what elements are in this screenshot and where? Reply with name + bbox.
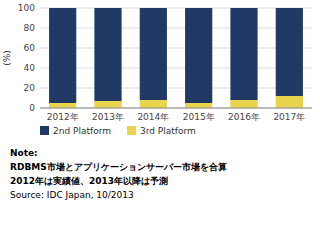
grid-line bbox=[40, 88, 312, 89]
bar bbox=[49, 103, 76, 108]
grid-line bbox=[40, 8, 312, 9]
y-tick-label: 60 bbox=[24, 43, 36, 53]
y-tick-label: 100 bbox=[18, 3, 35, 13]
y-tick-label: 40 bbox=[24, 63, 36, 73]
x-axis bbox=[40, 108, 312, 109]
y-axis-label: (%) bbox=[2, 50, 12, 66]
y-tick-label: 80 bbox=[24, 23, 36, 33]
legend-swatch bbox=[127, 126, 136, 135]
bar bbox=[230, 100, 257, 108]
y-tick-label: 20 bbox=[24, 83, 36, 93]
bar bbox=[185, 8, 212, 103]
note: RDBMS市場とアプリケーションサーバー市場を合算 bbox=[10, 162, 227, 172]
bar bbox=[140, 100, 167, 108]
x-tick-label: 2014年 bbox=[137, 112, 169, 122]
legend-label: 3rd Platform bbox=[140, 126, 196, 136]
bar bbox=[140, 8, 167, 100]
x-tick-label: 2013年 bbox=[92, 112, 124, 122]
note: 2012年は実績値、2013年以降は予測 bbox=[10, 176, 168, 186]
legend-label: 2nd Platform bbox=[53, 126, 111, 136]
y-tick-label: 0 bbox=[29, 103, 35, 113]
grid-line bbox=[40, 108, 312, 109]
grid-line bbox=[40, 68, 312, 69]
bar bbox=[185, 103, 212, 108]
legend-swatch bbox=[40, 126, 49, 135]
x-tick-label: 2017年 bbox=[273, 112, 305, 122]
chart: 0 20 40 60 80 100 (%) 2012年 2013年 2014年 2015年 2016年… bbox=[0, 0, 320, 229]
bar bbox=[49, 8, 76, 103]
x-tick-label: 2016年 bbox=[228, 112, 260, 122]
grid-line bbox=[40, 48, 312, 49]
note: Source: IDC Japan, 10/2013 bbox=[10, 190, 134, 200]
bar bbox=[94, 8, 121, 101]
bar bbox=[276, 8, 303, 96]
bar bbox=[276, 96, 303, 108]
bars bbox=[49, 8, 303, 108]
bar bbox=[94, 101, 121, 108]
grid-line bbox=[40, 28, 312, 29]
x-tick-label: 2015年 bbox=[183, 112, 215, 122]
x-tick-label: 2012年 bbox=[47, 112, 79, 122]
bar bbox=[230, 8, 257, 100]
note: Note: bbox=[10, 148, 38, 158]
